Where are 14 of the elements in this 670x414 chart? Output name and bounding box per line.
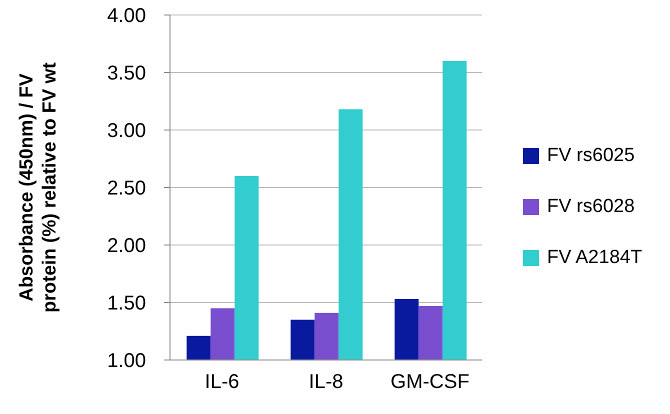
y-tick-label: 1.50 [107,292,146,315]
y-tick-label: 3.00 [107,120,146,142]
y-tick-label: 4.00 [107,5,146,28]
y-axis-title: Absorbance (450nm) / FV protein (%) relative to FV wt [16,62,60,313]
y-tick-label: 2.50 [107,178,146,200]
y-tick-label: 1.00 [107,350,146,372]
legend-label: FV A2184T [547,247,642,269]
x-tick-label: IL-6 [204,371,240,394]
legend-label: FV rs6028 [547,196,635,218]
x-tick-label: IL-8 [308,371,344,394]
y-tick-label: 3.50 [107,62,146,85]
legend-label: FV rs6025 [547,145,635,167]
y-tick-label: 2.00 [107,235,146,258]
x-tick-label: GM-CSF [390,371,470,394]
